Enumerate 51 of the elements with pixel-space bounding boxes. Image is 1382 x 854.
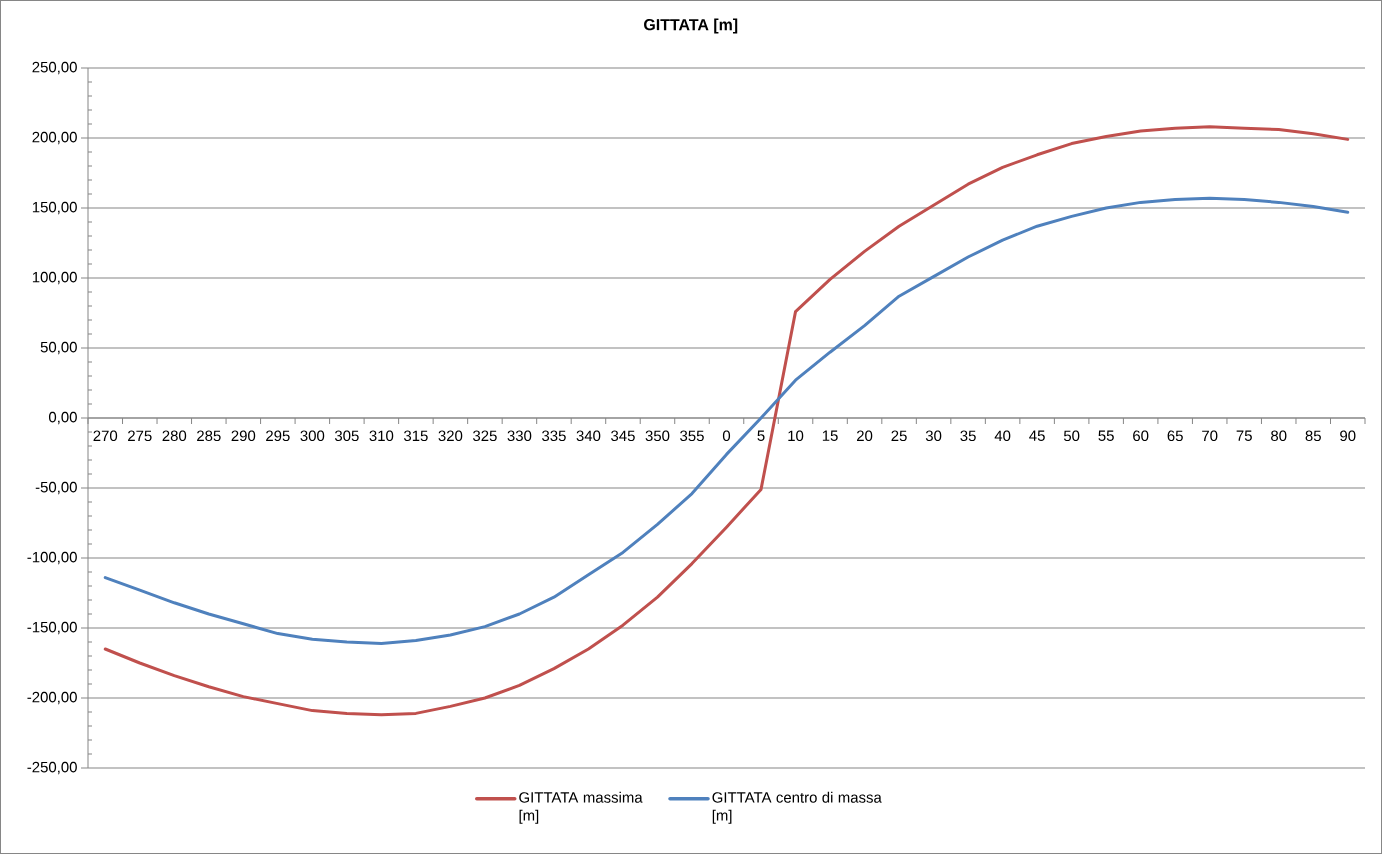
x-tick-label: 290	[231, 430, 256, 442]
x-tick-label: 35	[960, 430, 976, 442]
x-tick-label: 55	[1098, 430, 1114, 441]
x-tick-label: 340	[576, 430, 601, 442]
x-tick-label: 325	[473, 430, 497, 442]
x-tick-label: 300	[300, 430, 325, 442]
x-tick-label: 330	[507, 430, 532, 442]
x-tick-label: 310	[369, 430, 394, 442]
x-tick-label: 50	[1063, 430, 1080, 442]
y-tick-label: -50,00	[35, 481, 77, 495]
y-tick-label: 50,00	[40, 341, 77, 355]
x-tick-label: 275	[128, 430, 152, 442]
y-tick-label: 150,00	[32, 201, 77, 215]
x-tick-label: 40	[994, 430, 1011, 442]
x-tick-label: 295	[266, 430, 290, 442]
legend-label: GITTATA centro di massa [m]	[712, 791, 882, 824]
chart-title: GITTATA [m]	[644, 18, 738, 34]
y-tick-label: 0,00	[48, 411, 77, 425]
x-tick-label: 10	[788, 430, 804, 442]
x-tick-label: 75	[1236, 430, 1252, 441]
x-tick-label: 355	[680, 430, 704, 442]
x-tick-label: 20	[856, 430, 873, 442]
x-tick-label: 80	[1271, 430, 1287, 442]
x-tick-label: 285	[197, 430, 221, 442]
x-tick-label: 5	[757, 430, 765, 441]
x-tick-label: 30	[925, 430, 942, 442]
x-tick-label: 270	[93, 430, 118, 442]
y-tick-label: -250,00	[27, 761, 77, 775]
x-tick-label: 70	[1202, 430, 1218, 442]
y-tick-label: -150,00	[27, 621, 77, 635]
x-tick-label: 85	[1305, 430, 1321, 442]
x-tick-label: 45	[1029, 430, 1045, 441]
x-tick-label: 65	[1167, 430, 1183, 442]
x-tick-label: 350	[645, 430, 670, 442]
x-tick-label: 335	[542, 430, 566, 442]
x-tick-label: 90	[1340, 430, 1356, 442]
x-tick-label: 305	[334, 430, 359, 442]
x-tick-label: 320	[438, 430, 463, 442]
y-tick-label: 250,00	[32, 61, 77, 75]
x-tick-label: 345	[611, 430, 635, 442]
x-tick-label: 25	[891, 430, 907, 442]
y-tick-label: 100,00	[32, 271, 77, 285]
x-tick-label: 0	[722, 430, 731, 442]
x-tick-label: 315	[403, 430, 428, 442]
y-tick-label: 200,00	[32, 131, 77, 145]
x-tick-label: 280	[162, 430, 187, 442]
y-tick-label: -200,00	[27, 691, 77, 705]
x-tick-label: 60	[1133, 430, 1149, 442]
legend-label: GITTATA massima [m]	[519, 791, 643, 824]
y-tick-label: -100,00	[27, 551, 77, 565]
x-tick-label: 15	[822, 430, 838, 441]
